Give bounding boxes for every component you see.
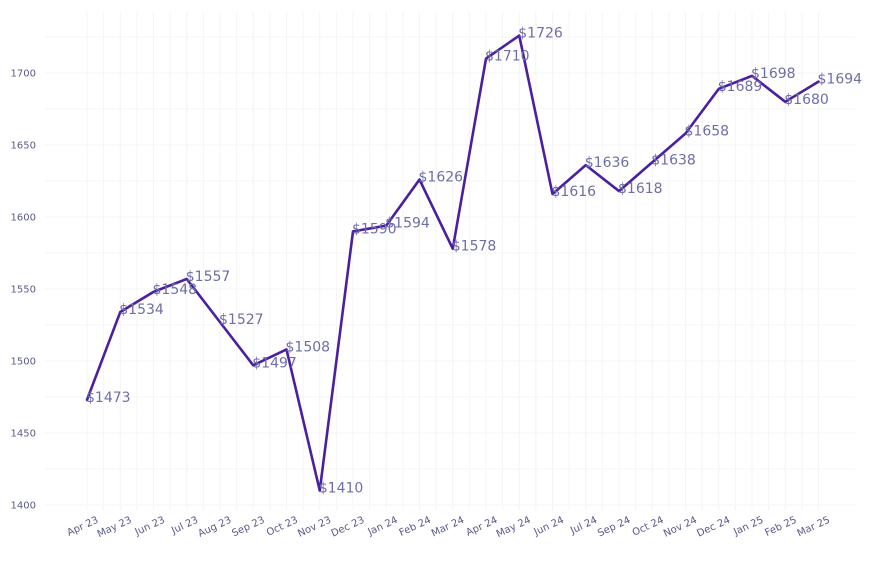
data-labels: $1473 $1534 $1548$1557 $1527 $1497$1508 $1410… xyxy=(86,26,862,497)
data-label: $1410 xyxy=(319,481,364,497)
x-tick-label: Feb 25 xyxy=(763,515,798,539)
x-tick-label: Jan 24 xyxy=(366,515,400,539)
data-label: $1473 xyxy=(86,390,131,406)
x-tick-label: Apr 23 xyxy=(66,515,101,539)
x-tick-label: Mar 25 xyxy=(796,515,832,540)
x-tick-label: Sep 23 xyxy=(230,515,266,540)
data-label: $1497 xyxy=(252,355,297,371)
data-label: $1689 xyxy=(718,79,763,95)
data-label: $1590 xyxy=(352,221,397,237)
y-tick-label: 1650 xyxy=(11,141,36,152)
series-line-layer xyxy=(85,34,820,492)
y-tick-label: 1500 xyxy=(11,357,36,368)
y-tick-label: 1400 xyxy=(11,501,36,512)
data-label: $1527 xyxy=(219,312,264,328)
x-tick-label: Jun 23 xyxy=(133,515,167,539)
x-tick-label: Oct 23 xyxy=(265,515,300,539)
data-label: $1698 xyxy=(751,66,796,82)
data-label: $1638 xyxy=(651,152,696,168)
data-label: $1534 xyxy=(119,302,164,318)
x-tick-label: May 24 xyxy=(495,515,533,540)
x-tick-label: Dec 24 xyxy=(695,515,732,540)
x-tick-label: Jan 25 xyxy=(731,515,765,539)
data-label: $1557 xyxy=(186,269,231,285)
data-label: $1658 xyxy=(685,123,730,139)
data-label: $1594 xyxy=(385,216,430,232)
grid xyxy=(45,12,855,510)
x-tick-label: Oct 24 xyxy=(631,515,666,539)
data-label: $1694 xyxy=(818,72,863,88)
x-tick-label: Jun 24 xyxy=(532,515,566,539)
data-label: $1508 xyxy=(286,339,331,355)
x-tick-label: Nov 24 xyxy=(662,515,699,540)
data-label: $1548 xyxy=(153,282,198,298)
y-axis-ticks: 1400 1450 1500 1550 1600 1650 1700 xyxy=(11,69,36,512)
x-tick-label: Nov 23 xyxy=(296,515,333,540)
data-label: $1618 xyxy=(618,181,663,197)
series-line xyxy=(85,34,820,492)
x-tick-label: Jul 23 xyxy=(169,515,200,537)
x-tick-label: Jul 24 xyxy=(568,515,599,537)
data-label: $1726 xyxy=(518,26,563,42)
data-label: $1710 xyxy=(485,49,530,65)
data-label: $1578 xyxy=(452,239,497,255)
x-tick-label: May 23 xyxy=(96,515,134,540)
data-label: $1636 xyxy=(585,155,630,171)
data-label: $1680 xyxy=(784,92,829,108)
x-tick-label: Feb 24 xyxy=(398,515,433,539)
y-tick-label: 1550 xyxy=(11,285,36,296)
x-tick-label: Sep 24 xyxy=(596,515,632,540)
data-label: $1616 xyxy=(552,184,597,200)
x-tick-label: Mar 24 xyxy=(430,515,466,540)
y-tick-label: 1700 xyxy=(11,69,36,80)
x-tick-label: Apr 24 xyxy=(465,515,500,539)
data-label: $1626 xyxy=(419,170,464,186)
x-tick-label: Aug 23 xyxy=(197,515,234,540)
y-tick-label: 1450 xyxy=(11,429,36,440)
y-tick-label: 1600 xyxy=(11,213,36,224)
x-tick-label: Dec 23 xyxy=(330,515,367,540)
